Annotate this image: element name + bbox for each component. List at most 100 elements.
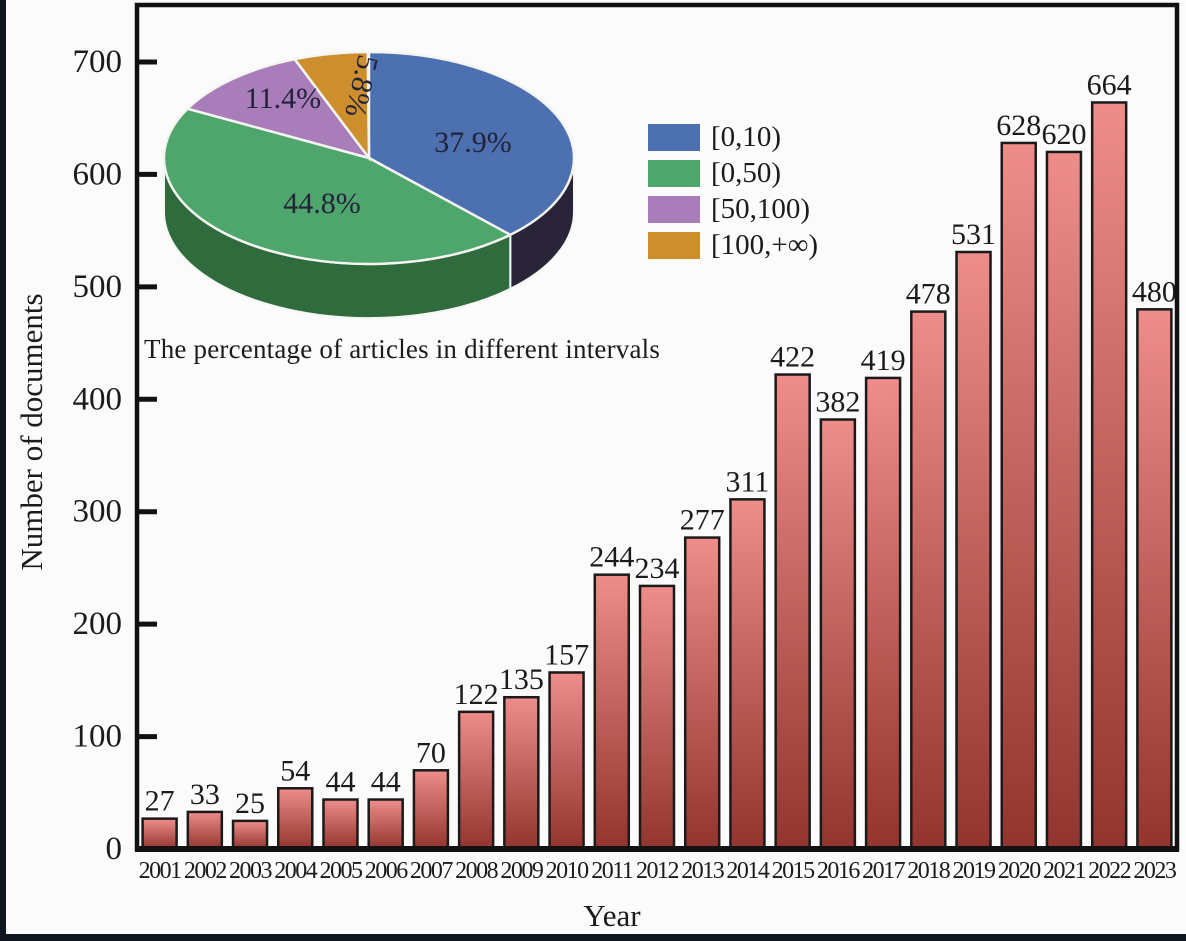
bar-2019	[955, 250, 992, 851]
bar-2010	[548, 671, 585, 851]
bar-2017	[864, 376, 902, 851]
bar-2022	[1090, 101, 1128, 851]
legend-swatch	[648, 124, 700, 151]
bar-value-label: 422	[770, 341, 815, 374]
bar-value-label: 419	[861, 344, 906, 377]
x-tick-label: 2022	[1088, 858, 1131, 884]
bar-value-label: 311	[725, 465, 769, 498]
y-axis-title: Number of documents	[14, 293, 49, 571]
bar-2009	[503, 695, 540, 851]
pie-percent-label: 44.8%	[283, 187, 361, 220]
bar-2012	[638, 584, 676, 851]
y-tick-label: 700	[73, 44, 123, 80]
legend-swatch	[648, 232, 700, 259]
bar-2018	[910, 310, 947, 851]
y-tick-label: 0	[106, 831, 123, 867]
bar-2013	[683, 536, 721, 851]
bar-value-label: 27	[145, 785, 175, 818]
legend-label: [0,10)	[711, 121, 782, 153]
bar-2011	[593, 573, 631, 851]
bar-value-label: 244	[589, 541, 634, 574]
legend-item: [100,+∞)	[648, 229, 819, 261]
pie-legend: [0,10) [0,50) [50,100) [100,+∞)	[648, 121, 819, 261]
bar-value-label: 478	[906, 278, 951, 311]
x-tick-label: 2016	[817, 858, 861, 884]
x-tick-label: 2014	[726, 858, 770, 884]
bar-value-label: 25	[235, 787, 265, 820]
bar-value-label: 70	[416, 736, 446, 769]
bar-value-label: 620	[1041, 118, 1086, 151]
y-tick-label: 600	[73, 156, 123, 192]
bar-2008	[457, 710, 495, 851]
legend-label: [100,+∞)	[711, 229, 819, 261]
bar-value-label: 44	[325, 766, 355, 799]
bar-value-label: 531	[951, 218, 996, 251]
bar-value-label: 277	[680, 504, 725, 537]
pie-percent-label: 37.9%	[434, 126, 512, 159]
legend-item: [0,10)	[648, 121, 818, 153]
x-tick-label: 2019	[953, 858, 997, 884]
bar-2006	[367, 798, 404, 851]
x-tick-label: 2002	[184, 858, 227, 884]
legend-item: [50,100)	[648, 193, 818, 225]
pie-slice	[185, 57, 373, 161]
x-tick-label: 2001	[139, 858, 182, 884]
pie-slice	[162, 107, 513, 266]
bar-2002	[186, 810, 224, 851]
legend-item: [0,50)	[648, 157, 818, 189]
bar-2014	[729, 498, 766, 851]
x-tick-label: 2021	[1043, 858, 1086, 884]
bar-2021	[1045, 150, 1083, 851]
y-tick-label: 100	[73, 719, 123, 755]
y-tick-label: 400	[73, 381, 123, 417]
bar-value-label: 33	[190, 778, 220, 811]
bar-value-label: 54	[280, 754, 310, 787]
scan-border-left	[0, 0, 6, 941]
x-tick-label: 2023	[1133, 858, 1177, 884]
legend-swatch	[648, 196, 700, 223]
x-tick-label: 2020	[998, 858, 1042, 884]
pie-slice	[367, 50, 576, 237]
bar-value-label: 135	[499, 663, 544, 696]
y-tick-label: 200	[73, 606, 123, 642]
x-axis-title: Year	[583, 898, 641, 933]
y-tick-label: 500	[73, 269, 123, 305]
x-tick-label: 2004	[274, 858, 318, 884]
legend-label: [50,100)	[711, 193, 811, 225]
bar-value-label: 234	[635, 552, 680, 585]
bar-2016	[819, 418, 857, 851]
y-tick-label: 300	[73, 494, 123, 530]
x-tick-label: 2017	[862, 858, 906, 884]
bar-2001	[141, 817, 178, 851]
pie-slice	[292, 50, 371, 162]
legend-swatch	[648, 160, 700, 187]
bar-2003	[231, 819, 269, 851]
x-tick-label: 2009	[500, 858, 544, 884]
bar-2015	[774, 373, 811, 851]
x-tick-label: 2005	[319, 858, 363, 884]
bar-2020	[1000, 141, 1037, 851]
x-tick-label: 2015	[772, 858, 816, 884]
x-tick-label: 2012	[636, 858, 679, 884]
bar-2007	[412, 769, 450, 851]
x-tick-label: 2008	[455, 858, 499, 884]
legend-label: [0,50)	[711, 157, 782, 189]
bar-value-label: 382	[815, 386, 860, 419]
bar-2005	[322, 798, 359, 851]
pie-title: The percentage of articles in different …	[144, 334, 661, 364]
x-tick-label: 2010	[546, 858, 590, 884]
bar-value-label: 480	[1132, 275, 1177, 308]
pie-percent-label: 11.4%	[245, 82, 321, 115]
bar-value-label: 628	[996, 109, 1041, 142]
scan-border-bottom	[0, 934, 1186, 941]
x-tick-label: 2003	[229, 858, 273, 884]
bar-value-label: 157	[544, 638, 589, 671]
x-tick-label: 2007	[410, 858, 454, 884]
x-tick-label: 2011	[591, 858, 633, 884]
x-tick-label: 2013	[681, 858, 725, 884]
bar-value-label: 122	[454, 678, 499, 711]
bar-2004	[277, 787, 314, 851]
bar-value-label: 664	[1087, 68, 1132, 101]
